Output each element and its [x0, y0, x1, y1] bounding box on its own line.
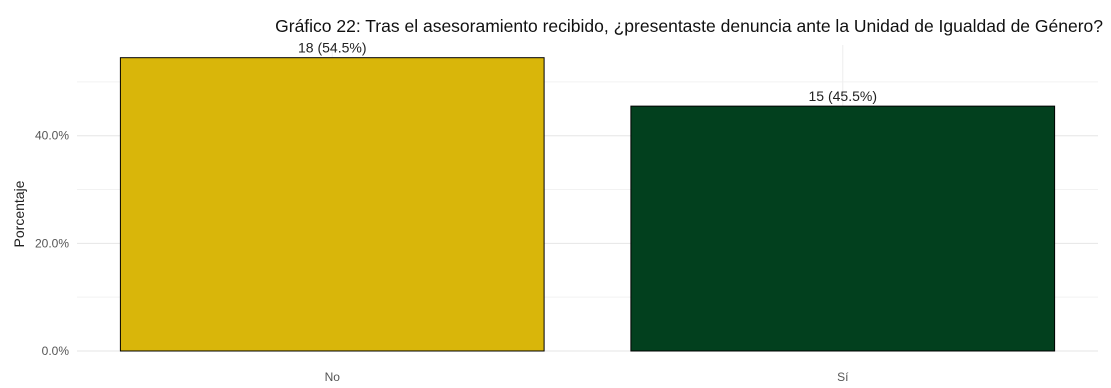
axes: 0.0% 20.0% 40.0% No Sí [35, 129, 849, 384]
y-tick-label: 0.0% [42, 344, 70, 358]
chart-title: Gráfico 22: Tras el asesoramiento recibi… [275, 16, 1103, 36]
data-label: 15 (45.5%) [809, 88, 877, 104]
x-tick-label: Sí [837, 370, 849, 384]
y-tick-label: 40.0% [35, 129, 69, 143]
bar-no [119, 57, 545, 352]
y-tick-label: 20.0% [35, 236, 69, 250]
bar-si [630, 105, 1056, 352]
data-label: 18 (54.5%) [298, 40, 366, 56]
data-labels: 18 (54.5%) 15 (45.5%) [298, 40, 877, 104]
x-tick-label: No [325, 370, 341, 384]
y-axis-title: Porcentaje [11, 180, 27, 247]
bars [119, 57, 1056, 352]
